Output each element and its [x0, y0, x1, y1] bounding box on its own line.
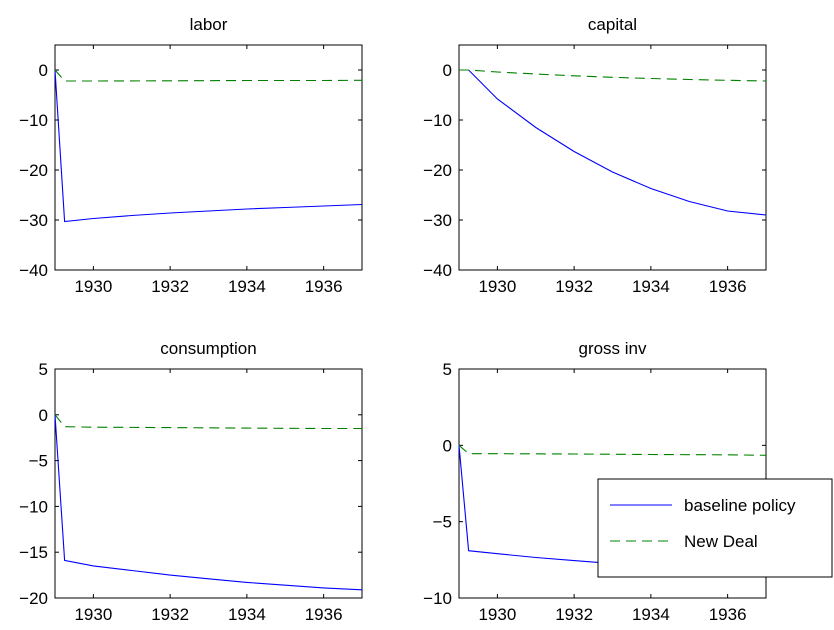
y-tick-label: 5	[39, 360, 48, 379]
x-tick-label: 1932	[151, 605, 189, 624]
x-tick-label: 1930	[74, 277, 112, 296]
x-tick-label: 1936	[305, 605, 343, 624]
y-tick-label: −10	[423, 111, 452, 130]
x-tick-label: 1930	[478, 277, 516, 296]
x-tick-label: 1932	[555, 277, 593, 296]
y-tick-label: 0	[39, 406, 48, 425]
y-tick-label: −10	[19, 111, 48, 130]
x-tick-label: 1934	[632, 277, 670, 296]
subplot-labor: labor 1930 1932 1934 1936 −40 −30 −20 −10 0	[19, 15, 362, 296]
x-tick-label: 1934	[632, 605, 670, 624]
x-tick-label: 1932	[151, 277, 189, 296]
subplot-title: labor	[190, 15, 228, 34]
y-tick-label: −40	[19, 261, 48, 280]
subplot-title: capital	[588, 15, 637, 34]
legend-label: baseline policy	[684, 496, 796, 515]
y-tick-label: −10	[19, 497, 48, 516]
x-tick-label: 1934	[228, 605, 266, 624]
legend-box	[598, 479, 832, 577]
y-tick-label: −30	[19, 211, 48, 230]
axes-box	[55, 45, 362, 270]
y-tick-label: 0	[39, 61, 48, 80]
x-tick-label: 1936	[305, 277, 343, 296]
x-tick-label: 1930	[74, 605, 112, 624]
subplot-capital: capital 1930 1932 1934 1936 −40 −30 −20 −10 0	[423, 15, 766, 296]
subplot-title: gross inv	[578, 339, 647, 358]
subplot-consumption: consumption 1930 1932 1934 1936 −20 −15 −10 −5 0 5	[19, 339, 362, 624]
y-tick-label: −20	[19, 589, 48, 608]
y-tick-label: −10	[423, 589, 452, 608]
y-tick-label: −40	[423, 261, 452, 280]
y-tick-label: −30	[423, 211, 452, 230]
x-tick-label: 1936	[709, 277, 747, 296]
axes-box	[55, 369, 362, 598]
x-tick-label: 1930	[478, 605, 516, 624]
subplot-title: consumption	[160, 339, 256, 358]
y-tick-label: −20	[19, 161, 48, 180]
y-tick-label: 5	[443, 360, 452, 379]
x-tick-label: 1932	[555, 605, 593, 624]
y-tick-label: −5	[29, 452, 48, 471]
legend-label: New Deal	[684, 532, 758, 551]
y-tick-label: −15	[19, 543, 48, 562]
y-tick-label: 0	[443, 436, 452, 455]
x-tick-label: 1934	[228, 277, 266, 296]
y-tick-label: −5	[433, 513, 452, 532]
x-tick-label: 1936	[709, 605, 747, 624]
axes-box	[459, 45, 766, 270]
y-tick-label: 0	[443, 61, 452, 80]
legend: baseline policy New Deal	[598, 479, 832, 577]
y-tick-label: −20	[423, 161, 452, 180]
